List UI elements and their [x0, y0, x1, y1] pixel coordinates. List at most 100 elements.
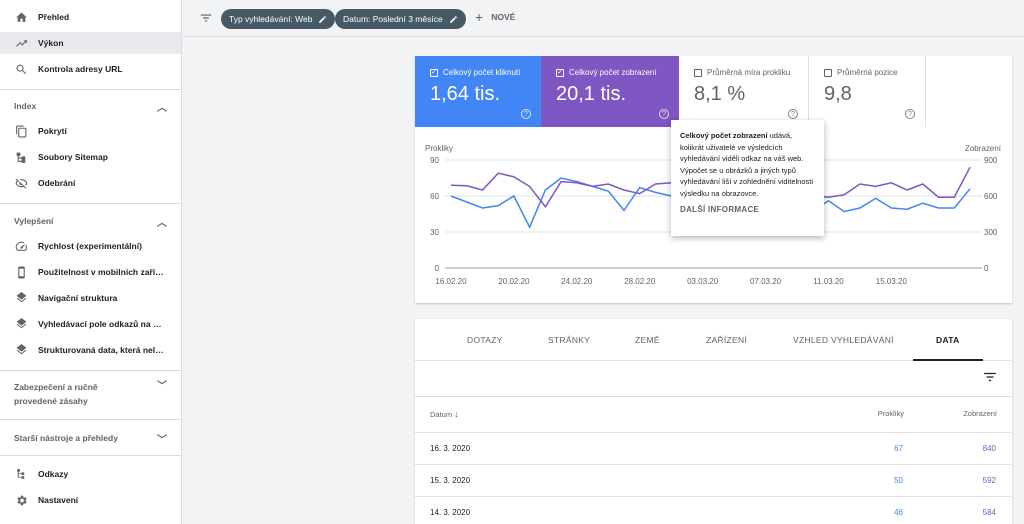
- performance-card: ✓ Celkový počet kliknutí 1,64 tis. ? ✓ Cel…: [415, 56, 1012, 303]
- sidebar-item-removals[interactable]: Odebrání: [0, 172, 181, 194]
- tab-dates[interactable]: DATA: [936, 335, 960, 345]
- metric-value: 20,1 tis.: [556, 83, 627, 105]
- new-filter-button[interactable]: + NOVÉ: [475, 10, 516, 24]
- metric-average-position[interactable]: Průměrná pozice 9,8 ?: [809, 56, 926, 127]
- metric-average-ctr[interactable]: Průměrná míra prokliku 8,1 % ?: [679, 56, 809, 127]
- y-right-tick-label: 300: [984, 228, 998, 237]
- home-icon: [14, 10, 28, 24]
- sidebar-item-label: Soubory Sitemap: [38, 152, 108, 162]
- section-title: Zabezpečení a ručně provedené zásahy: [14, 382, 98, 406]
- sidebar-item-label: Kontrola adresy URL: [38, 64, 123, 74]
- section-title: Starší nástroje a přehledy: [14, 433, 118, 443]
- metric-title: Celkový počet kliknutí: [443, 68, 521, 77]
- sidebar-item-label: Nastavení: [38, 495, 79, 505]
- cell-date: 15. 3. 2020: [430, 476, 471, 485]
- metric-total-impressions[interactable]: ✓ Celkový počet zobrazení 20,1 tis. ?: [541, 56, 679, 127]
- section-legacy-tools[interactable]: Starší nástroje a přehledy ﹀: [0, 431, 181, 446]
- new-label: NOVÉ: [491, 12, 516, 22]
- section-security[interactable]: Zabezpečení a ručně provedené zásahy ﹀: [0, 380, 181, 408]
- table-filter-icon[interactable]: [983, 371, 997, 383]
- checkbox-checked-icon[interactable]: ✓: [556, 68, 564, 77]
- table-row[interactable]: 14. 3. 2020 46 584: [415, 496, 1011, 524]
- sidebar-item-settings[interactable]: Nastavení: [0, 489, 181, 511]
- section-index[interactable]: Index ︿: [0, 99, 181, 114]
- learn-more-link[interactable]: DALŠÍ INFORMACE: [680, 205, 760, 214]
- layers-icon: [14, 291, 28, 305]
- cell-impressions: 592: [982, 476, 996, 485]
- checkbox-checked-icon[interactable]: ✓: [430, 68, 438, 77]
- table-row[interactable]: 16. 3. 2020 67 840: [415, 432, 1011, 463]
- date-range-chip[interactable]: Datum: Poslední 3 měsíce: [335, 9, 466, 29]
- metric-value: 1,64 tis.: [430, 83, 501, 105]
- chip-label: Datum: Poslední 3 měsíce: [343, 14, 443, 24]
- y-left-axis-label: Prokliky: [425, 144, 453, 153]
- x-tick-label: 16.02.20: [435, 277, 467, 286]
- edit-icon[interactable]: [449, 15, 458, 24]
- sidebar-item-label: Vyhledávací pole odkazů na po...: [38, 319, 166, 329]
- metric-title: Celkový počet zobrazení: [569, 68, 657, 77]
- filter-bar: Typ vyhledávání: Web Datum: Poslední 3 m…: [183, 0, 1024, 37]
- sidebar-item-label: Pokrytí: [38, 126, 67, 136]
- tab-pages[interactable]: STRÁNKY: [548, 335, 591, 345]
- sidebar-item-links[interactable]: Odkazy: [0, 463, 181, 485]
- column-header-impressions[interactable]: Zobrazení: [963, 409, 997, 418]
- checkbox-unchecked-icon[interactable]: [694, 68, 702, 77]
- trending-up-icon: [14, 36, 28, 50]
- metric-total-clicks[interactable]: ✓ Celkový počet kliknutí 1,64 tis. ?: [415, 56, 541, 127]
- x-tick-label: 15.03.20: [876, 277, 908, 286]
- y-right-axis-label: Zobrazení: [965, 144, 1002, 153]
- divider: [0, 419, 181, 420]
- y-right-tick-label: 600: [984, 192, 998, 201]
- phone-icon: [14, 265, 28, 279]
- impressions-tooltip: Celkový počet zobrazení udává, kolikrát …: [671, 120, 824, 236]
- sidebar-item-label: Použitelnost v mobilních zaříze...: [38, 267, 166, 277]
- cell-date: 16. 3. 2020: [430, 444, 471, 453]
- column-header-date[interactable]: Datum ↓: [430, 409, 459, 419]
- column-header-clicks[interactable]: Prokliky: [877, 409, 904, 418]
- table-row[interactable]: 15. 3. 2020 50 592: [415, 464, 1011, 495]
- divider: [0, 89, 181, 90]
- sidebar-item-sitelinks-searchbox[interactable]: Vyhledávací pole odkazů na po...: [0, 313, 181, 335]
- chevron-up-icon: ︿: [157, 217, 167, 229]
- metric-title: Průměrná pozice: [837, 68, 898, 77]
- sidebar-item-breadcrumbs[interactable]: Navigační struktura: [0, 287, 181, 309]
- sidebar-item-label: Odkazy: [38, 469, 69, 479]
- help-icon[interactable]: ?: [788, 109, 798, 119]
- divider: [0, 455, 181, 456]
- tab-bar: DOTAZY STRÁNKY ZEMĚ ZAŘÍZENÍ VZHLED VYHL…: [415, 319, 1011, 361]
- y-left-tick-label: 0: [435, 264, 440, 273]
- sidebar-item-performance[interactable]: Výkon: [0, 32, 181, 54]
- x-tick-label: 03.03.20: [687, 277, 719, 286]
- cell-clicks: 46: [894, 508, 903, 517]
- copy-icon: [14, 124, 28, 138]
- sidebar-item-mobile-usability[interactable]: Použitelnost v mobilních zaříze...: [0, 261, 181, 283]
- checkbox-unchecked-icon[interactable]: [824, 68, 832, 77]
- divider: [415, 396, 1012, 397]
- sidebar-item-url-inspection[interactable]: Kontrola adresy URL: [0, 58, 181, 80]
- cell-clicks: 50: [894, 476, 903, 485]
- sidebar-item-sitemaps[interactable]: Soubory Sitemap: [0, 146, 181, 168]
- x-tick-label: 28.02.20: [624, 277, 656, 286]
- help-icon[interactable]: ?: [521, 109, 531, 119]
- y-left-tick-label: 60: [430, 192, 439, 201]
- filter-icon[interactable]: [199, 11, 213, 25]
- sidebar-item-coverage[interactable]: Pokrytí: [0, 120, 181, 142]
- cell-impressions: 840: [982, 444, 996, 453]
- search-type-chip[interactable]: Typ vyhledávání: Web: [221, 9, 336, 29]
- help-icon[interactable]: ?: [659, 109, 669, 119]
- help-icon[interactable]: ?: [905, 109, 915, 119]
- eye-off-icon: [14, 176, 28, 190]
- section-enhancements[interactable]: Vylepšení ︿: [0, 214, 181, 229]
- chevron-up-icon: ︿: [157, 102, 167, 114]
- sidebar-item-unparsable-data[interactable]: Strukturovaná data, která nelze ...: [0, 339, 181, 361]
- tab-search-appearance[interactable]: VZHLED VYHLEDÁVÁNÍ: [793, 335, 894, 345]
- edit-icon[interactable]: [318, 15, 327, 24]
- sidebar-item-speed[interactable]: Rychlost (experimentální): [0, 235, 181, 257]
- tab-queries[interactable]: DOTAZY: [467, 335, 503, 345]
- cell-clicks: 67: [894, 444, 903, 453]
- tab-devices[interactable]: ZAŘÍZENÍ: [706, 335, 748, 345]
- sidebar-item-overview[interactable]: Přehled: [0, 6, 181, 28]
- tab-countries[interactable]: ZEMĚ: [635, 335, 660, 345]
- section-title: Vylepšení: [14, 216, 54, 226]
- sidebar-item-label: Přehled: [38, 12, 70, 22]
